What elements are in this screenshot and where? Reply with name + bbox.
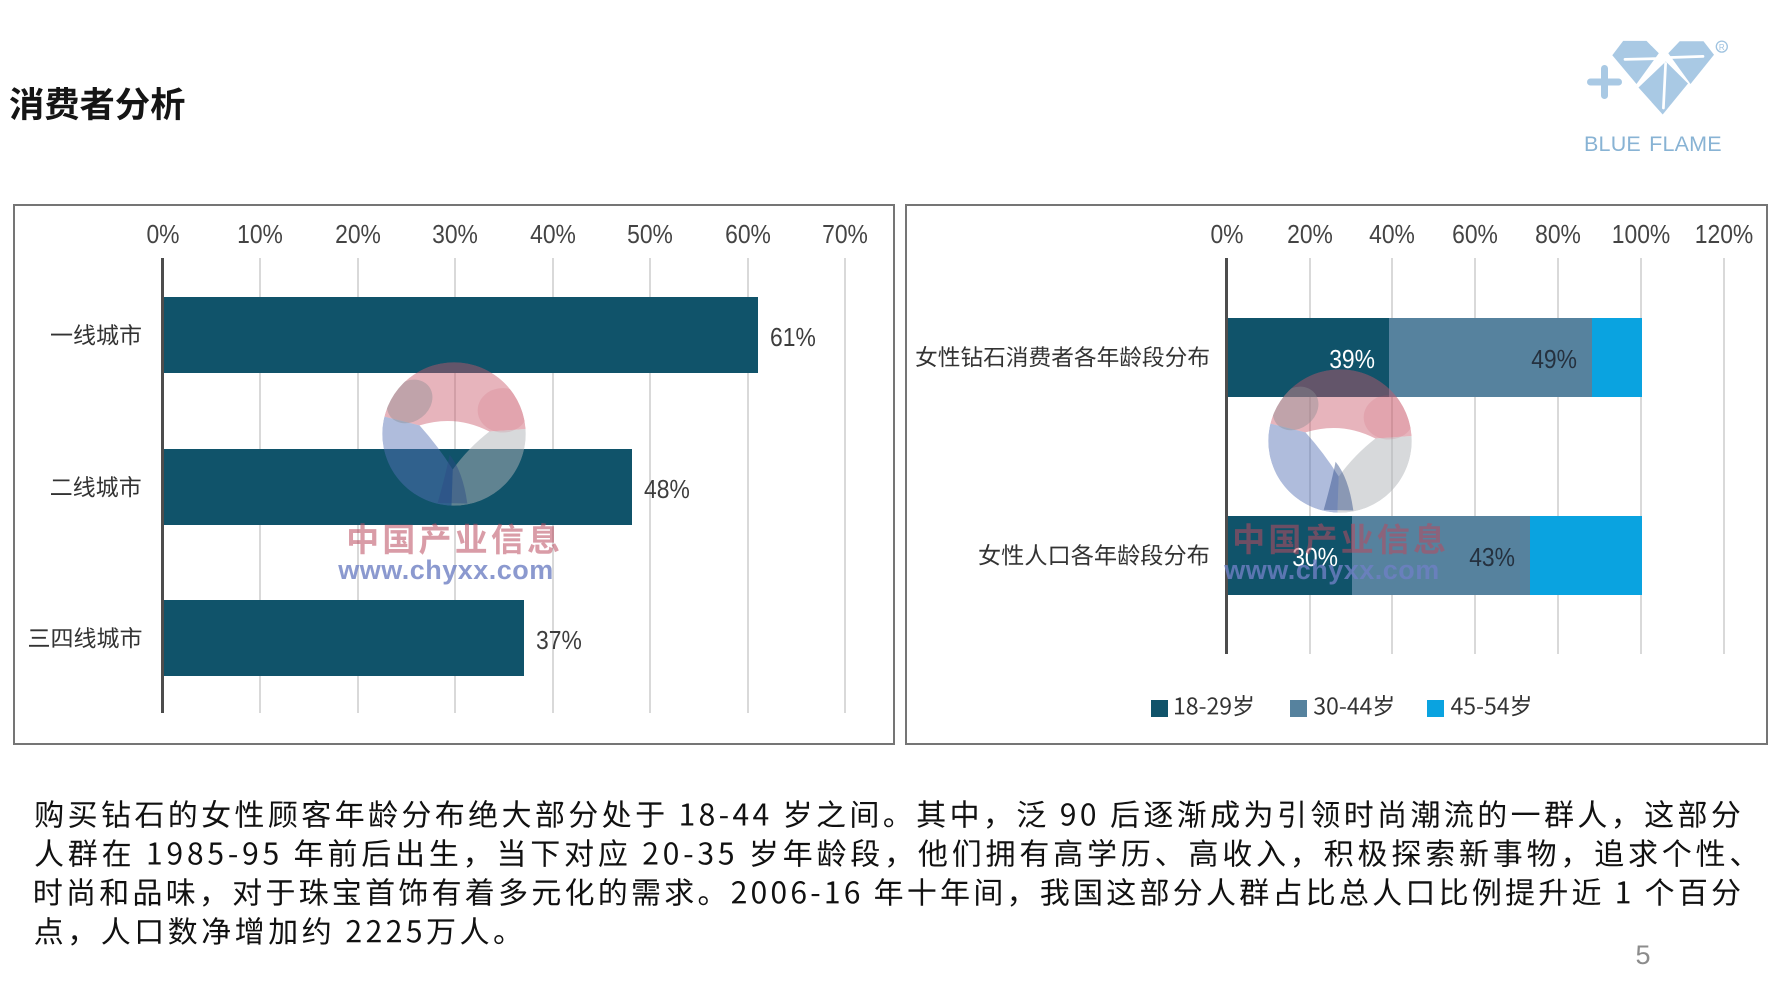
svg-text:R: R — [1719, 43, 1725, 52]
